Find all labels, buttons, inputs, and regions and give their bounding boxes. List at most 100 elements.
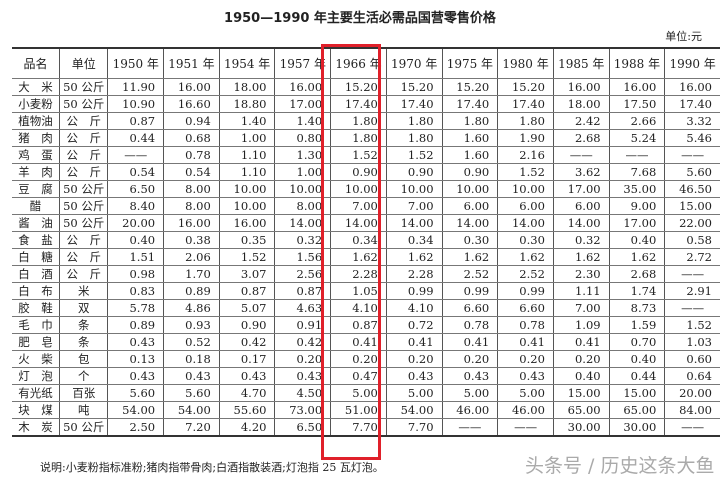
unit-cell: 条 xyxy=(59,316,108,334)
footnote: 说明:小麦粉指标准粉;猪肉指带骨肉;白酒指散装酒;灯泡指 25 瓦灯泡。 xyxy=(40,461,384,474)
price-cell: 55.60 xyxy=(218,401,275,419)
price-cell: 1.62 xyxy=(497,248,554,266)
price-cell: 16.00 xyxy=(664,78,720,96)
price-cell: 54.00 xyxy=(163,401,220,419)
price-cell: 5.00 xyxy=(441,384,498,402)
price-cell: 16.00 xyxy=(163,78,220,96)
price-cell: 0.58 xyxy=(664,231,720,249)
table-row: 猪 肉公 斤 0.44 0.68 1.00 0.80 1.80 1.80 1.60 1.90 2.… xyxy=(12,129,720,147)
price-cell: 0.43 xyxy=(385,367,443,385)
price-cell: 1.52 xyxy=(385,146,443,164)
table-row: 块 煤吨 54.00 54.00 55.60 73.00 51.00 54.00 46.00 4… xyxy=(12,401,720,419)
price-cell: 30.00 xyxy=(552,418,610,437)
item-name: 小麦粉 xyxy=(12,95,60,113)
price-cell: 4.86 xyxy=(163,299,220,317)
item-name: 大 米 xyxy=(12,78,60,96)
table-row: 肥 皂条 0.43 0.52 0.42 0.42 0.41 0.41 0.41 0.41 0.41… xyxy=(12,333,720,351)
price-cell: 6.00 xyxy=(552,197,610,215)
price-cell: 5.00 xyxy=(330,384,387,402)
table-row: 灯 泡个 0.43 0.43 0.43 0.43 0.47 0.43 0.43 0.43 0.40… xyxy=(12,367,720,385)
price-cell: 30.00 xyxy=(608,418,665,437)
price-cell: 17.00 xyxy=(274,95,331,113)
price-cell: 6.50 xyxy=(274,418,331,437)
price-cell: 0.34 xyxy=(385,231,443,249)
table-row: 小麦粉 50 公斤 10.90 16.60 18.80 17.00 17.40 17.40 17… xyxy=(12,95,720,113)
price-cell: —— xyxy=(608,146,665,164)
price-cell: 4.63 xyxy=(274,299,331,317)
price-cell: 5.46 xyxy=(664,129,720,147)
price-cell: 0.41 xyxy=(497,333,554,351)
price-cell: 0.32 xyxy=(552,231,610,249)
price-cell: 1.30 xyxy=(274,146,331,164)
price-cell: 10.00 xyxy=(385,180,443,198)
price-cell: 9.00 xyxy=(608,197,665,215)
price-cell: 17.00 xyxy=(608,214,665,232)
table-row: 食 盐公 斤 0.40 0.38 0.35 0.32 0.34 0.34 0.30 0.30 0.… xyxy=(12,231,720,249)
price-cell: 2.68 xyxy=(552,129,610,147)
item-name: 白 酒 xyxy=(12,265,60,283)
price-cell: 0.68 xyxy=(163,129,220,147)
price-cell: 0.87 xyxy=(218,282,275,300)
price-cell: 2.52 xyxy=(497,265,554,283)
price-cell: 5.60 xyxy=(664,163,720,181)
unit-cell: 个 xyxy=(59,367,108,385)
price-cell: 1.03 xyxy=(664,333,720,351)
price-cell: 0.44 xyxy=(107,129,164,147)
price-cell: 14.00 xyxy=(552,214,610,232)
price-cell: 17.40 xyxy=(664,95,720,113)
table-row: 白 布米 0.83 0.89 0.87 0.87 1.05 0.99 0.99 0.99 1.11… xyxy=(12,282,720,300)
price-cell: 2.28 xyxy=(385,265,443,283)
column-header: 1975 年 xyxy=(441,48,498,79)
price-cell: 51.00 xyxy=(330,401,387,419)
price-cell: 0.40 xyxy=(608,231,665,249)
item-name: 白 布 xyxy=(12,282,60,300)
price-cell: 1.40 xyxy=(274,112,331,130)
price-cell: 6.60 xyxy=(497,299,554,317)
price-cell: 0.40 xyxy=(608,350,665,368)
price-cell: 1.62 xyxy=(330,248,387,266)
price-cell: 22.00 xyxy=(664,214,720,232)
unit-note: 单位:元 xyxy=(665,30,702,43)
price-cell: 1.11 xyxy=(552,282,610,300)
table-row: 豆 腐 50 公斤 6.50 8.00 10.00 10.00 10.00 10.00 10.0… xyxy=(12,180,720,198)
column-header: 1950 年 xyxy=(107,48,164,79)
price-cell: 1.80 xyxy=(385,129,443,147)
price-cell: 6.00 xyxy=(497,197,554,215)
price-cell: 10.00 xyxy=(274,180,331,198)
price-cell: 0.90 xyxy=(330,163,387,181)
price-cell: 10.00 xyxy=(218,180,275,198)
price-cell: 7.00 xyxy=(385,197,443,215)
unit-cell: 百张 xyxy=(59,384,108,402)
price-cell: 4.10 xyxy=(385,299,443,317)
price-cell: —— xyxy=(552,146,610,164)
item-name: 木 炭 xyxy=(12,418,60,437)
unit-cell: 50 公斤 xyxy=(59,180,108,198)
price-cell: 0.43 xyxy=(163,367,220,385)
item-name: 羊 肉 xyxy=(12,163,60,181)
price-cell: 11.90 xyxy=(107,78,164,96)
table-row: 木 炭 50 公斤 2.50 7.20 4.20 6.50 7.70 7.70 —— —— 30.0… xyxy=(12,418,720,437)
price-cell: 73.00 xyxy=(274,401,331,419)
watermark: 头条号 / 历史这条大鱼 xyxy=(525,455,715,477)
price-cell: 1.74 xyxy=(608,282,665,300)
price-cell: —— xyxy=(664,418,720,437)
price-cell: 10.00 xyxy=(218,197,275,215)
price-cell: 17.40 xyxy=(497,95,554,113)
price-cell: 0.83 xyxy=(107,282,164,300)
price-cell: 20.00 xyxy=(107,214,164,232)
price-cell: 84.00 xyxy=(664,401,720,419)
price-cell: 0.60 xyxy=(664,350,720,368)
price-cell: 0.41 xyxy=(441,333,498,351)
column-header: 单位 xyxy=(59,48,108,79)
item-name: 白 糖 xyxy=(12,248,60,266)
price-cell: 17.40 xyxy=(385,95,443,113)
price-cell: 5.00 xyxy=(497,384,554,402)
table-row: 鸡 蛋公 斤 —— 0.78 1.10 1.30 1.52 1.52 1.60 2.16 —— ——… xyxy=(12,146,720,164)
table-row: 火 柴包 0.13 0.18 0.17 0.20 0.20 0.20 0.20 0.20 0.20… xyxy=(12,350,720,368)
price-cell: 0.41 xyxy=(552,333,610,351)
price-cell: 0.89 xyxy=(107,316,164,334)
price-cell: 16.00 xyxy=(608,78,665,96)
price-cell: 0.43 xyxy=(107,367,164,385)
price-cell: 1.80 xyxy=(441,112,498,130)
table-row: 毛 巾条 0.89 0.93 0.90 0.91 0.87 0.72 0.78 0.78 1.09… xyxy=(12,316,720,334)
